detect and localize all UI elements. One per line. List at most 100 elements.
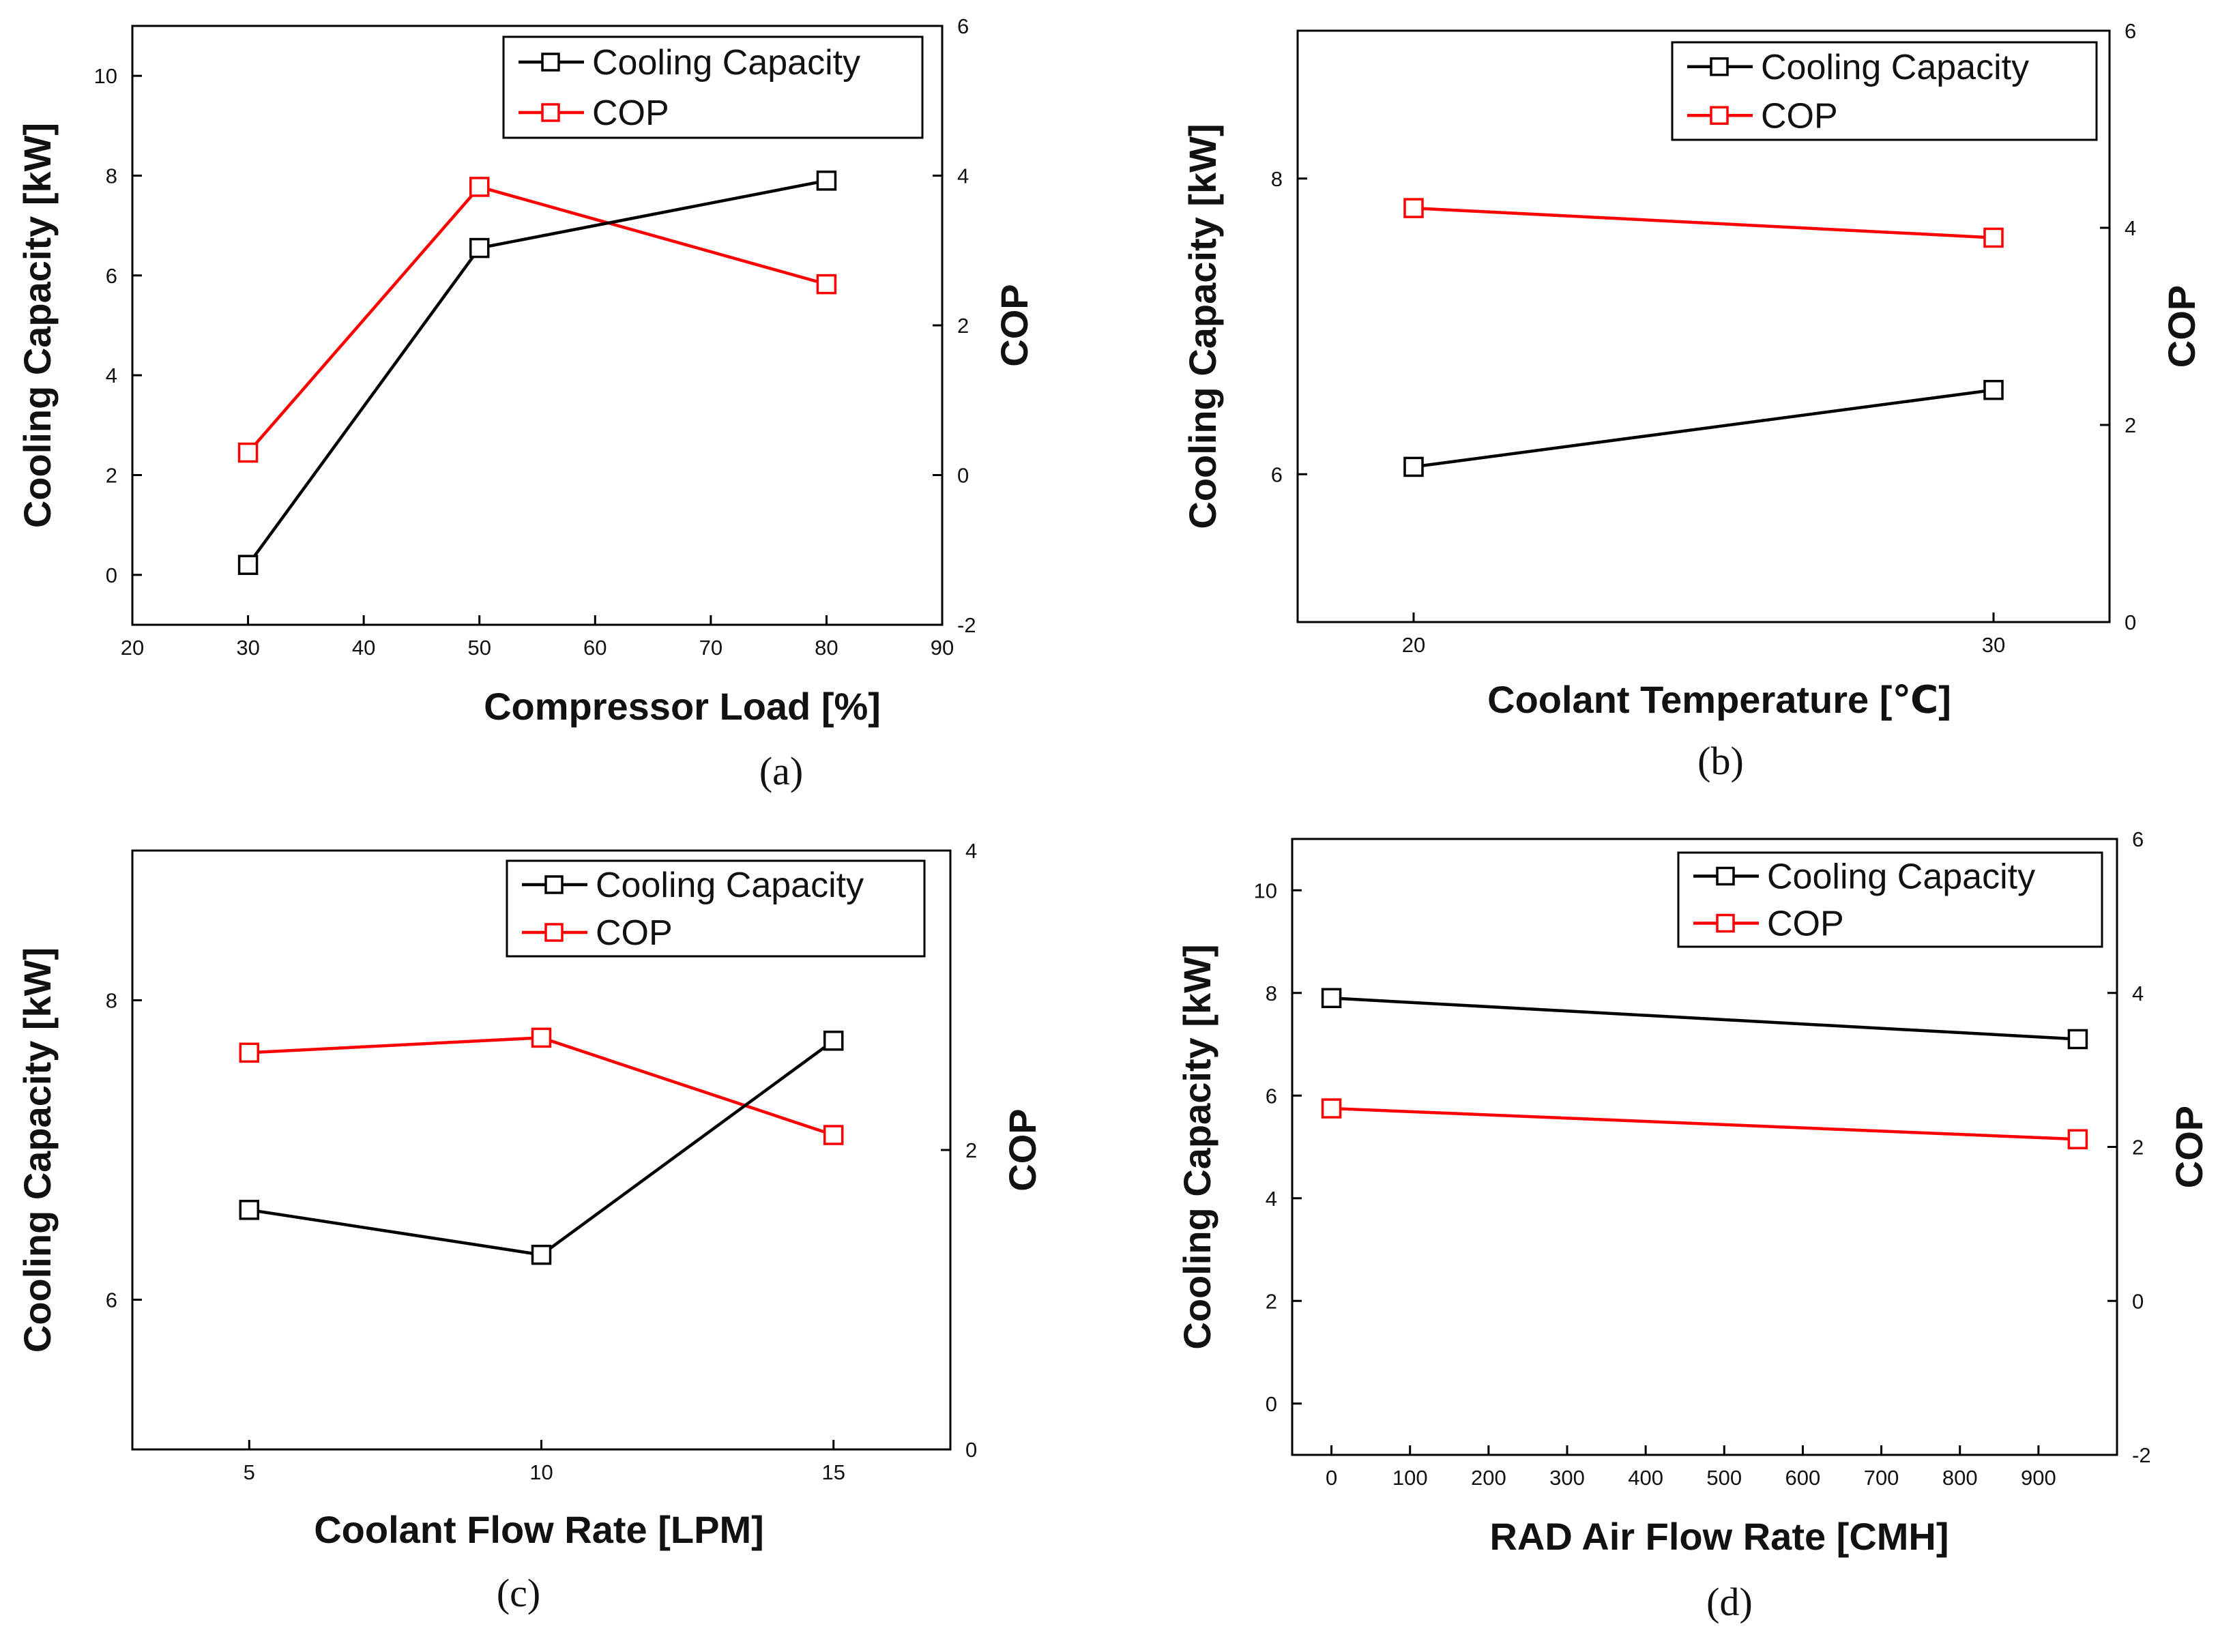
series-line-cooling-capacity — [248, 1039, 835, 1257]
data-point-cop — [2067, 1129, 2088, 1149]
y2-tick-label: 0 — [965, 1438, 977, 1462]
y2-tick-label: 4 — [2125, 216, 2136, 240]
series-line-cop — [1331, 1106, 2078, 1141]
y-tick-label: 8 — [106, 164, 117, 188]
x-tick-label: 10 — [529, 1460, 553, 1484]
y2-tick-label: 2 — [2125, 413, 2136, 437]
y-tick-label: 8 — [1266, 982, 1277, 1005]
y2-axis-label: COP — [1001, 1108, 1044, 1191]
panel-caption: (d) — [1706, 1580, 1753, 1624]
data-point-cop — [469, 177, 490, 197]
x-tick-label: 15 — [821, 1460, 845, 1484]
data-point-cop — [237, 442, 259, 463]
y2-tick-label: 4 — [957, 164, 969, 188]
y2-tick-label: 2 — [965, 1138, 977, 1162]
y-tick-label: 6 — [106, 1288, 117, 1312]
x-tick-label: 800 — [1942, 1466, 1978, 1490]
panel-caption: (b) — [1697, 739, 1744, 783]
legend-swatch-marker — [544, 875, 564, 894]
data-point-cooling-capacity — [1321, 988, 1342, 1009]
y-axis-label: Cooling Capacity [kW] — [16, 123, 59, 528]
data-point-cop — [823, 1125, 844, 1145]
legend-box — [506, 859, 926, 958]
x-tick-label: 80 — [815, 636, 838, 660]
y-axis-label: Cooling Capacity [kW] — [1181, 123, 1224, 529]
x-axis-label: Coolant Flow Rate [LPM] — [314, 1508, 764, 1551]
data-point-cop — [1321, 1098, 1342, 1119]
series-line-cooling-capacity — [1413, 388, 1994, 469]
x-tick-label: 30 — [236, 636, 259, 660]
data-point-cop — [531, 1027, 552, 1048]
legend-swatch-marker — [1710, 106, 1729, 125]
y-tick-label: 2 — [106, 464, 117, 488]
y-tick-label: 2 — [1266, 1289, 1277, 1313]
y-tick-label: 4 — [106, 364, 117, 387]
y2-tick-label: 4 — [2132, 982, 2144, 1005]
legend-entry: Cooling Capacity — [1767, 857, 2035, 897]
data-point-cop — [1983, 227, 2004, 248]
y-tick-label: 10 — [94, 64, 117, 88]
y2-tick-label: 6 — [2132, 827, 2144, 851]
legend-entry: Cooling Capacity — [592, 43, 860, 83]
y2-axis-label: COP — [993, 284, 1036, 366]
y2-tick-label: 0 — [957, 464, 969, 488]
chart-panel-4: 0 100 200 300 400 500 600 700 800 900 0 2 4 6 8 10 -2 0 2 4… — [1176, 827, 2210, 1624]
x-axis-label: Compressor Load [%] — [484, 685, 881, 728]
x-tick-label: 200 — [1471, 1466, 1506, 1490]
data-point-cop — [1403, 198, 1424, 218]
legend-swatch-marker — [541, 103, 560, 122]
y-axis-label: Cooling Capacity [kW] — [16, 947, 59, 1353]
data-point-cooling-capacity — [1403, 456, 1424, 477]
y-tick-label: 8 — [1271, 167, 1283, 191]
panel-caption: (a) — [759, 749, 803, 793]
y-tick-label: 10 — [1254, 879, 1277, 902]
data-point-cooling-capacity — [816, 171, 837, 191]
x-tick-label: 50 — [467, 636, 491, 660]
y-tick-label: 6 — [1271, 462, 1283, 486]
panel-caption: (c) — [497, 1571, 540, 1615]
x-tick-label: 900 — [2021, 1466, 2056, 1490]
y2-axis-label: COP — [2160, 285, 2203, 368]
x-axis-label: RAD Air Flow Rate [CMH] — [1489, 1515, 1949, 1558]
x-tick-label: 500 — [1706, 1466, 1742, 1490]
x-tick-label: 400 — [1628, 1466, 1663, 1490]
data-point-cooling-capacity — [1983, 379, 2004, 400]
legend-entry: COP — [1767, 904, 1844, 944]
y-tick-label: 6 — [1266, 1084, 1277, 1108]
x-tick-label: 5 — [244, 1460, 255, 1484]
data-point-cooling-capacity — [823, 1031, 844, 1051]
x-tick-label: 70 — [699, 636, 723, 660]
series-line-cop — [246, 185, 828, 454]
y-tick-label: 6 — [106, 264, 117, 288]
y2-tick-label: 2 — [957, 314, 969, 338]
legend-box — [502, 35, 924, 139]
series-line-cooling-capacity — [246, 179, 827, 566]
chart-panel-1: 20 30 40 50 60 70 80 90 0 2 4 6 8 10 -2 0 2 4 6 Compressor … — [16, 14, 1036, 793]
series-line-cop — [1413, 206, 1994, 239]
chart-panel-3: 5 10 15 6 8 0 2 4 Coolant Flow Rate [LPM] Cooling… — [16, 839, 1044, 1615]
y-tick-label: 8 — [106, 989, 117, 1013]
x-tick-label: 90 — [931, 636, 954, 660]
legend-swatch-marker — [544, 923, 564, 942]
x-tick-label: 20 — [121, 636, 144, 660]
data-point-cooling-capacity — [2067, 1029, 2088, 1050]
y-tick-label: 4 — [1266, 1187, 1277, 1211]
legend-entry: COP — [592, 93, 669, 133]
x-tick-label: 700 — [1864, 1466, 1899, 1490]
x-tick-label: 600 — [1785, 1466, 1821, 1490]
x-tick-label: 40 — [352, 636, 375, 660]
y2-axis-label: COP — [2168, 1106, 2210, 1188]
legend-box — [1671, 41, 2098, 141]
y2-tick-label: -2 — [2132, 1443, 2151, 1467]
legend-swatch-marker — [541, 53, 560, 72]
y-tick-label: 0 — [106, 563, 117, 587]
legend-entry: COP — [1761, 96, 1838, 136]
legend-entry: COP — [596, 913, 673, 953]
x-axis-label: Coolant Temperature [℃] — [1487, 678, 1951, 721]
legend-swatch-marker — [1716, 866, 1735, 886]
series-line-cop — [249, 1036, 834, 1137]
x-tick-label: 300 — [1549, 1466, 1585, 1490]
data-point-cooling-capacity — [239, 1200, 260, 1220]
data-point-cop — [239, 1042, 260, 1063]
